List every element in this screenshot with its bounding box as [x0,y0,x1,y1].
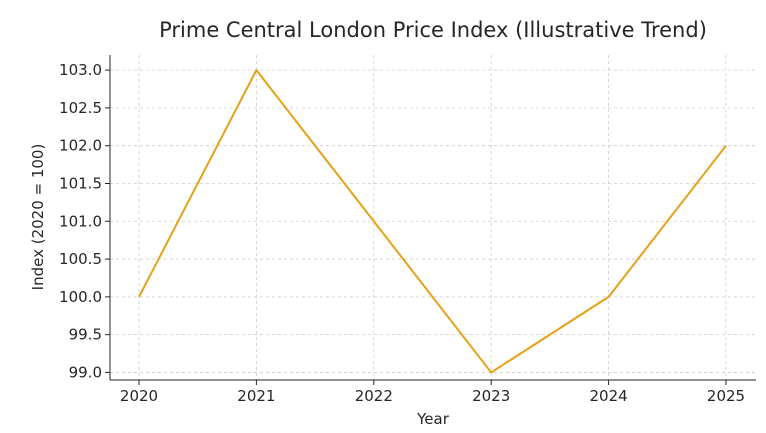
x-tick-label: 2022 [355,387,393,405]
series-line [138,69,727,374]
y-tick-label: 99.0 [69,363,102,381]
x-tick-label: 2023 [472,387,510,405]
y-tick-label: 101.0 [59,212,102,230]
y-tick-label: 99.5 [69,326,102,344]
y-tick-label: 102.0 [59,137,102,155]
y-tick-label: 101.5 [59,174,102,192]
x-tick-label: 2025 [707,387,745,405]
chart-title: Prime Central London Price Index (Illust… [159,18,707,42]
x-axis-label: Year [416,410,450,428]
x-tick-label: 2020 [120,387,158,405]
grid-layer [110,55,756,380]
y-tick-label: 103.0 [59,61,102,79]
x-tick-label: 2021 [237,387,275,405]
series-layer [138,69,727,374]
x-tick-label: 2024 [590,387,628,405]
axes-layer: 2020 2021 2022 2023 2024 2025 99.0 99.5 100.0 100… [59,55,756,405]
y-tick-label: 100.0 [59,288,102,306]
y-tick-label: 100.5 [59,250,102,268]
y-tick-label: 102.5 [59,99,102,117]
y-axis-label: Index (2020 = 100) [29,144,47,291]
